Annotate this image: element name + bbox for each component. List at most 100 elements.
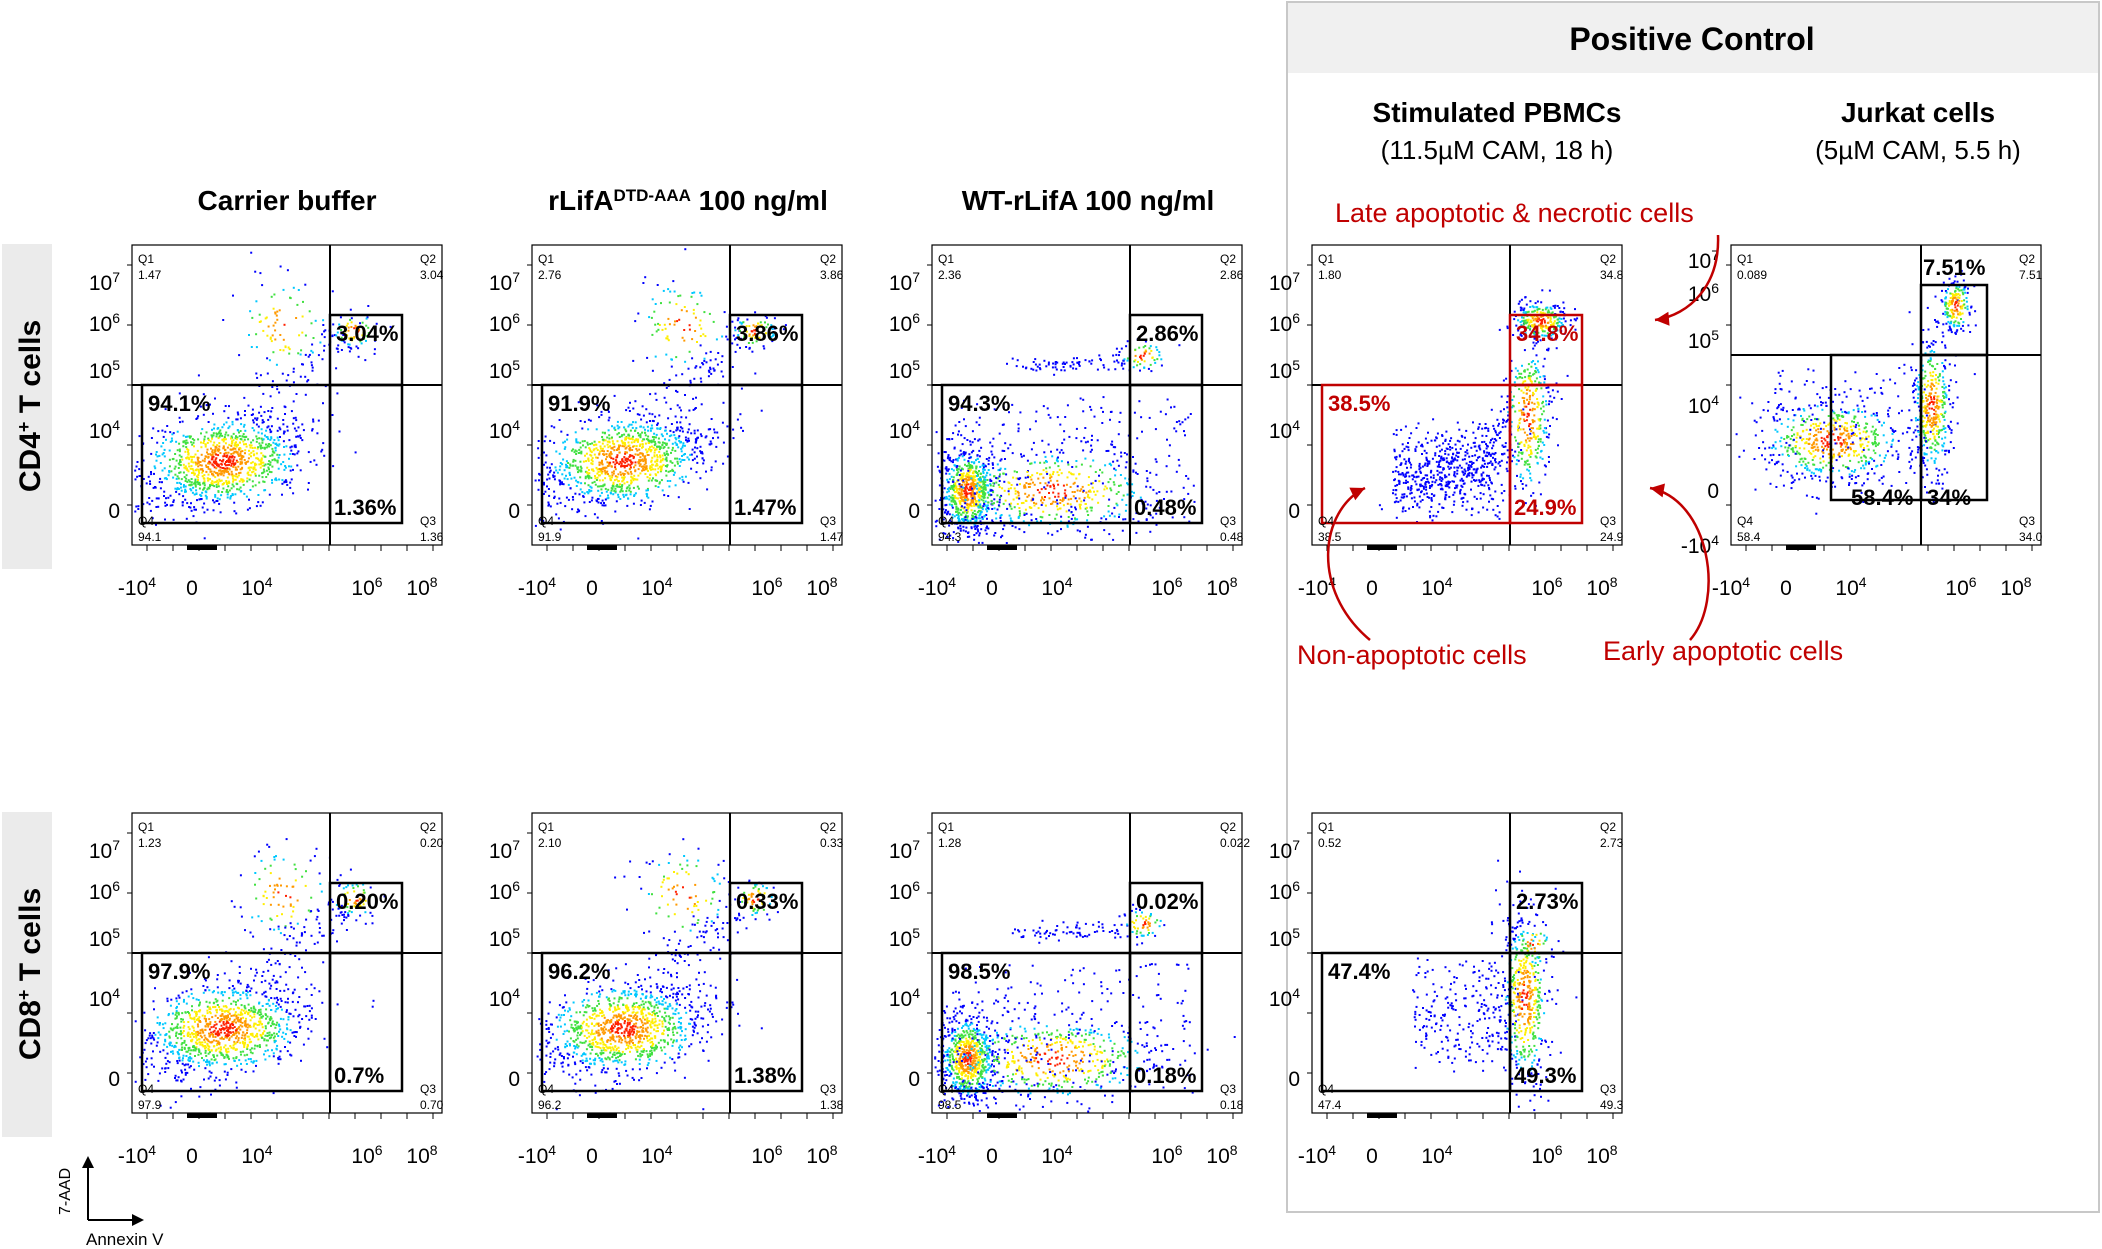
event-dot <box>1516 369 1519 372</box>
event-dot <box>1488 451 1491 454</box>
event-dot <box>1467 467 1470 470</box>
event-dot <box>292 400 295 403</box>
event-dot <box>971 466 974 469</box>
event-dot <box>743 335 746 338</box>
event-dot <box>1420 490 1423 493</box>
x-tick-label: 108 <box>1206 574 1237 600</box>
event-dot <box>1047 443 1050 446</box>
event-dot <box>664 327 667 330</box>
event-dot <box>323 336 326 339</box>
event-dot <box>1173 427 1176 430</box>
event-dot <box>192 461 195 464</box>
event-dot <box>357 347 360 350</box>
event-dot <box>210 447 212 450</box>
event-dot <box>616 456 619 458</box>
event-dot <box>642 460 645 463</box>
event-dot <box>1101 482 1104 485</box>
event-dot <box>621 434 624 437</box>
event-dot <box>659 470 662 473</box>
event-dot <box>950 460 953 463</box>
event-dot <box>1051 455 1054 458</box>
event-dot <box>1050 503 1052 505</box>
event-dot <box>145 482 148 485</box>
event-dot <box>185 457 188 459</box>
event-dot <box>1183 516 1186 519</box>
gate-q2 <box>328 313 404 387</box>
event-dot <box>237 474 240 477</box>
event-dot <box>978 416 981 419</box>
event-dot <box>347 346 350 349</box>
event-dot <box>1492 508 1495 511</box>
event-dot <box>1134 462 1137 465</box>
event-dot <box>572 458 575 461</box>
event-dot <box>1123 358 1126 361</box>
event-dot <box>1136 437 1139 440</box>
event-dot <box>976 491 978 494</box>
event-dot <box>694 330 697 332</box>
event-dot <box>939 471 942 474</box>
event-dot <box>565 496 568 499</box>
event-dot <box>667 317 670 320</box>
event-dot <box>1425 456 1428 459</box>
event-dot <box>569 463 572 466</box>
event-dot <box>1518 422 1521 425</box>
event-dot <box>1181 421 1184 424</box>
event-dot <box>659 428 662 430</box>
event-dot <box>1139 356 1141 359</box>
event-dot <box>952 531 955 534</box>
event-dot <box>948 524 951 527</box>
event-dot <box>685 439 687 442</box>
event-dot <box>1075 367 1078 370</box>
event-dot <box>998 432 1001 435</box>
event-dot <box>245 495 248 498</box>
event-dot <box>634 320 637 323</box>
event-dot <box>177 462 180 465</box>
event-dot <box>946 478 949 481</box>
event-dot <box>637 432 639 435</box>
event-dot <box>653 449 656 452</box>
event-dot <box>1120 455 1123 458</box>
event-dot <box>1405 445 1408 448</box>
event-dot <box>1124 466 1127 469</box>
event-dot <box>282 419 285 421</box>
event-dot <box>1187 477 1190 480</box>
event-dot <box>1395 429 1398 432</box>
event-dot <box>291 453 294 455</box>
event-dot <box>1423 449 1426 452</box>
event-dot <box>281 479 284 482</box>
event-dot <box>187 449 190 452</box>
event-dot <box>1456 452 1459 454</box>
event-dot <box>577 452 580 454</box>
event-dot <box>655 479 658 482</box>
event-dot <box>649 427 652 430</box>
event-dot <box>1078 472 1081 475</box>
event-dot <box>952 537 955 540</box>
event-dot <box>590 451 593 454</box>
event-dot <box>1049 485 1052 488</box>
event-dot <box>972 495 975 498</box>
event-dot <box>945 503 948 506</box>
event-dot <box>1441 506 1444 509</box>
event-dot <box>713 431 716 434</box>
event-dot <box>1130 490 1133 493</box>
event-dot <box>679 429 682 432</box>
event-dot <box>1395 433 1398 436</box>
event-dot <box>610 457 613 460</box>
event-dot <box>1451 480 1454 483</box>
event-dot <box>164 504 167 507</box>
event-dot <box>636 413 639 416</box>
event-dot <box>1442 442 1445 445</box>
event-dot <box>1439 459 1442 462</box>
event-dot <box>346 322 349 325</box>
event-dot <box>651 333 654 336</box>
event-dot <box>615 485 618 488</box>
event-dot <box>1008 514 1011 517</box>
event-dot <box>1036 365 1039 368</box>
event-dot <box>604 466 607 469</box>
event-dot <box>1074 518 1077 521</box>
event-dot <box>608 475 611 478</box>
event-dot <box>656 464 659 467</box>
event-dot <box>998 480 1001 482</box>
event-dot <box>589 450 592 453</box>
event-dot <box>949 496 952 499</box>
